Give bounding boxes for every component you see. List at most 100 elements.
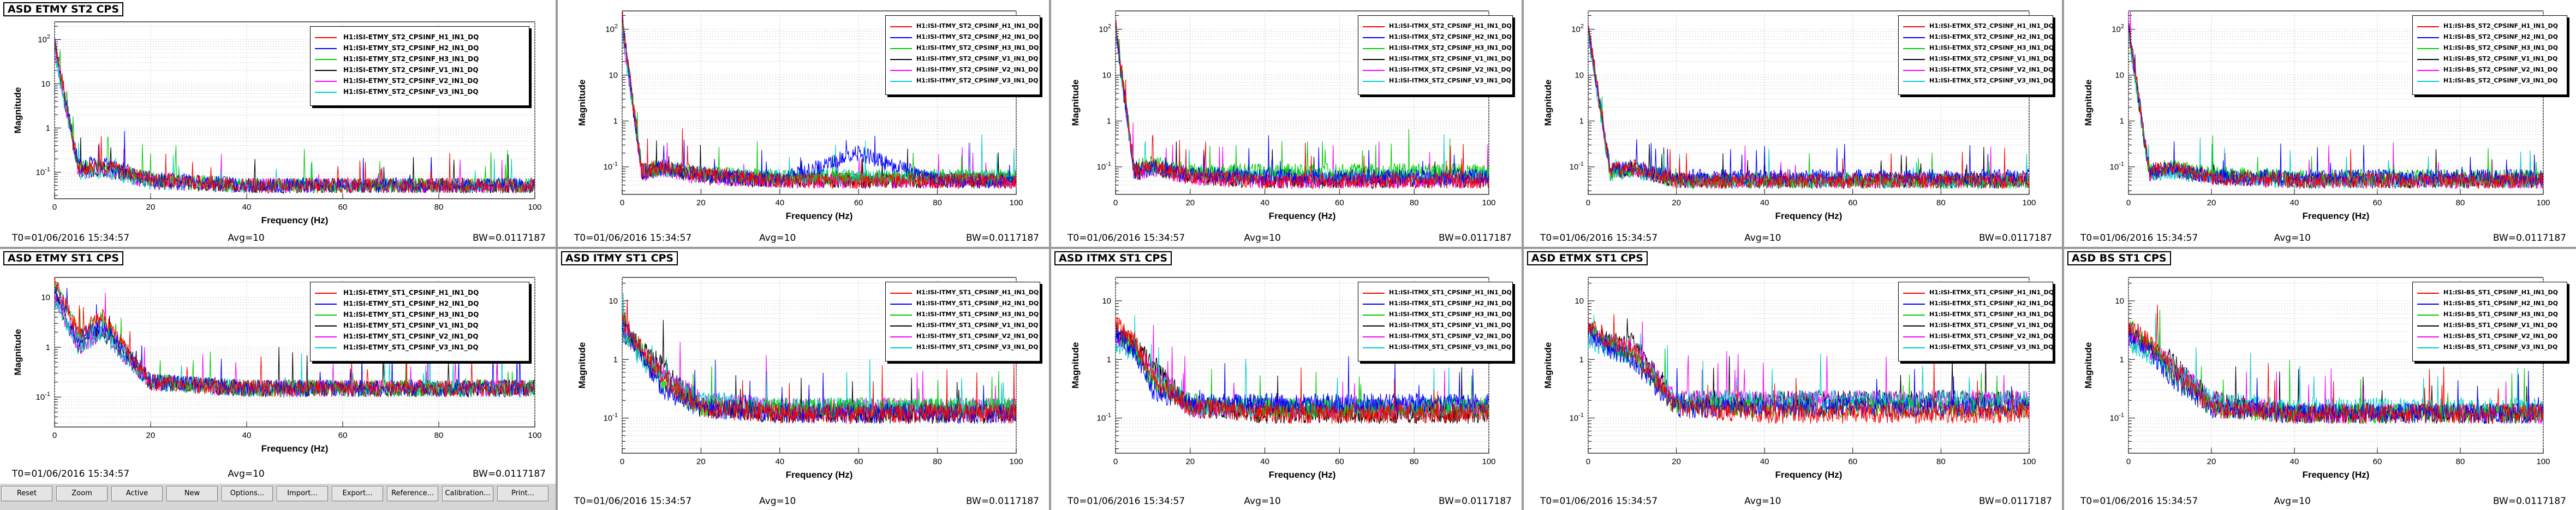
legend-entry: H1:ISI-ETMX_ST1_CPSINF_H3_IN1_DQ: [1899, 310, 2054, 319]
chart-panel: 0 20 40 60 80 100 10-1 1 10 Frequency (Hz) Magnitu…: [0, 249, 556, 484]
chart-plot[interactable]: 0 20 40 60 80 100 10-1 1 10 Frequency (Hz) Magnitu…: [0, 249, 556, 484]
legend-label: H1:ISI-ETMY_ST1_CPSINF_H3_IN1_DQ: [343, 311, 479, 318]
y-tick-label: 10: [1102, 71, 1111, 80]
x-tick-label: 40: [1260, 198, 1269, 207]
x-axis-label: Frequency (Hz): [786, 470, 853, 480]
toolbar-button-reset[interactable]: Reset: [1, 486, 52, 501]
legend-label: H1:ISI-BS_ST1_CPSINF_H2_IN1_DQ: [2443, 300, 2558, 307]
toolbar-button-export[interactable]: Export...: [332, 486, 383, 501]
legend-entry: H1:ISI-ITMY_ST1_CPSINF_H3_IN1_DQ: [886, 310, 1040, 319]
legend-entry: H1:ISI-BS_ST1_CPSINF_H3_IN1_DQ: [2413, 310, 2567, 319]
x-tick-label: 60: [1848, 457, 1857, 466]
x-tick-label: 100: [2536, 198, 2550, 207]
legend-label: H1:ISI-ETMX_ST1_CPSINF_V1_IN1_DQ: [1929, 322, 2054, 329]
legend-entry: H1:ISI-ITMX_ST1_CPSINF_V1_IN1_DQ: [1358, 321, 1512, 330]
chart-panel: 0 20 40 60 80 100 10-1 1 10 102 Frequency (Hz) Magn…: [0, 0, 556, 247]
x-tick-label: 60: [338, 431, 348, 440]
panel-separator: [1522, 0, 1524, 510]
legend-entry: H1:ISI-ITMX_ST1_CPSINF_H2_IN1_DQ: [1358, 299, 1512, 309]
x-tick-label: 80: [1936, 457, 1946, 466]
chart-plot[interactable]: 0 20 40 60 80 100 10-1 1 10 102 Frequency (Hz) Magn…: [558, 0, 1049, 247]
chart-title: ASD ETMX ST1 CPS: [1527, 251, 1648, 265]
chart-panel: 0 20 40 60 80 100 10-1 1 10 102 Frequency (Hz) Magn…: [558, 0, 1049, 247]
legend-label: H1:ISI-ITMY_ST2_CPSINF_V3_IN1_DQ: [916, 77, 1039, 84]
y-tick-label: 10-1: [2110, 412, 2124, 423]
legend-swatch: [1363, 59, 1385, 60]
x-tick-label: 20: [696, 198, 706, 207]
legend-swatch: [890, 347, 912, 348]
legend-label: H1:ISI-ETMX_ST1_CPSINF_V3_IN1_DQ: [1929, 343, 2054, 351]
y-tick-label: 1: [2120, 355, 2124, 364]
legend-entry: H1:ISI-ETMY_ST1_CPSINF_H1_IN1_DQ: [311, 288, 529, 298]
toolbar-button-reference[interactable]: Reference...: [387, 486, 438, 501]
legend-swatch: [2417, 336, 2439, 337]
legend: H1:ISI-ITMY_ST1_CPSINF_H1_IN1_DQ H1:ISI-I…: [885, 282, 1040, 361]
legend-label: H1:ISI-BS_ST2_CPSINF_H2_IN1_DQ: [2443, 33, 2558, 40]
x-tick-label: 20: [1672, 198, 1681, 207]
toolbar-button-active[interactable]: Active: [111, 486, 163, 501]
legend-swatch: [2417, 81, 2439, 82]
legend-label: H1:ISI-ITMX_ST1_CPSINF_H1_IN1_DQ: [1389, 289, 1512, 296]
legend-entry: H1:ISI-ETMX_ST2_CPSINF_V3_IN1_DQ: [1899, 76, 2053, 86]
legend-entry: H1:ISI-ETMX_ST1_CPSINF_H2_IN1_DQ: [1899, 299, 2054, 309]
series-line-h1: [1588, 314, 2029, 425]
legend-swatch: [1363, 336, 1385, 337]
legend-label: H1:ISI-ITMX_ST1_CPSINF_V3_IN1_DQ: [1389, 343, 1512, 351]
y-axis-label: Magnitude: [1543, 80, 1553, 126]
series-line-h2: [1588, 25, 2029, 186]
footer-t0: T0=01/06/2016 15:34:57: [1540, 496, 1658, 507]
legend-entry: H1:ISI-ITMY_ST2_CPSINF_V3_IN1_DQ: [886, 76, 1040, 86]
toolbar-button-import[interactable]: Import...: [277, 486, 328, 501]
legend-swatch: [315, 48, 337, 49]
x-tick-label: 40: [2290, 198, 2299, 207]
x-tick-label: 80: [434, 203, 444, 212]
footer-t0: T0=01/06/2016 15:34:57: [1540, 233, 1658, 244]
x-tick-label: 80: [1410, 457, 1419, 466]
y-tick-label: 102: [2112, 23, 2124, 34]
toolbar-button-options[interactable]: Options...: [222, 486, 273, 501]
x-tick-label: 0: [620, 457, 624, 466]
toolbar-button-zoom[interactable]: Zoom: [56, 486, 108, 501]
footer-bw: BW=0.0117187: [1978, 233, 2052, 244]
footer-t0: T0=01/06/2016 15:34:57: [12, 469, 130, 479]
legend-label: H1:ISI-ETMX_ST2_CPSINF_H2_IN1_DQ: [1929, 33, 2054, 40]
legend-entry: H1:ISI-ETMY_ST2_CPSINF_V1_IN1_DQ: [311, 65, 529, 75]
legend-swatch: [1903, 347, 1925, 348]
chart-title: ASD ITMY ST1 CPS: [561, 251, 678, 265]
toolbar-button-new[interactable]: New: [166, 486, 218, 501]
legend-label: H1:ISI-ETMX_ST1_CPSINF_H3_IN1_DQ: [1929, 311, 2054, 318]
footer-avg: Avg=10: [228, 469, 265, 479]
legend-swatch: [1363, 347, 1385, 348]
footer-bw: BW=0.0117187: [1438, 233, 1512, 244]
legend-swatch: [1903, 81, 1925, 82]
legend-label: H1:ISI-BS_ST1_CPSINF_H1_IN1_DQ: [2443, 289, 2558, 296]
legend-swatch: [890, 26, 912, 27]
legend-swatch: [2417, 59, 2439, 60]
footer-avg: Avg=10: [228, 233, 265, 244]
x-tick-label: 20: [1185, 198, 1195, 207]
y-tick-label: 1: [1579, 117, 1584, 126]
chart-plot[interactable]: 0 20 40 60 80 100 10-1 1 10 102 Frequency (Hz) Magn…: [0, 0, 556, 247]
x-axis-label: Frequency (Hz): [261, 215, 329, 226]
legend-swatch: [1903, 59, 1925, 60]
x-tick-label: 80: [933, 457, 942, 466]
legend-entry: H1:ISI-ETMY_ST1_CPSINF_H2_IN1_DQ: [311, 299, 529, 309]
x-tick-label: 80: [933, 198, 942, 207]
toolbar-button-calibration[interactable]: Calibration...: [442, 486, 493, 501]
legend: H1:ISI-ETMX_ST1_CPSINF_H1_IN1_DQ H1:ISI-E…: [1898, 282, 2054, 361]
legend-entry: H1:ISI-BS_ST1_CPSINF_H2_IN1_DQ: [2413, 299, 2567, 309]
x-tick-label: 20: [2207, 457, 2216, 466]
x-tick-label: 100: [1009, 457, 1023, 466]
button-toolbar: Reset Zoom Active New Options... Import... Exp…: [0, 484, 556, 510]
legend-label: H1:ISI-ETMY_ST2_CPSINF_V2_IN1_DQ: [343, 77, 479, 85]
y-tick-label: 10: [609, 71, 618, 80]
legend-entry: H1:ISI-ITMY_ST1_CPSINF_V2_IN1_DQ: [886, 331, 1040, 341]
chart-panel: 0 20 40 60 80 100 10-1 1 10 102 Frequency (Hz) Magn…: [2064, 0, 2576, 247]
legend-label: H1:ISI-BS_ST1_CPSINF_V2_IN1_DQ: [2443, 333, 2558, 340]
legend-label: H1:ISI-ETMY_ST1_CPSINF_H2_IN1_DQ: [343, 300, 479, 307]
toolbar-button-print[interactable]: Print...: [497, 486, 548, 501]
legend-entry: H1:ISI-ITMY_ST1_CPSINF_V3_IN1_DQ: [886, 342, 1040, 352]
series-line-h2: [2128, 22, 2543, 186]
legend-entry: H1:ISI-ETMY_ST2_CPSINF_V3_IN1_DQ: [311, 87, 529, 97]
y-axis-label: Magnitude: [2083, 342, 2094, 389]
